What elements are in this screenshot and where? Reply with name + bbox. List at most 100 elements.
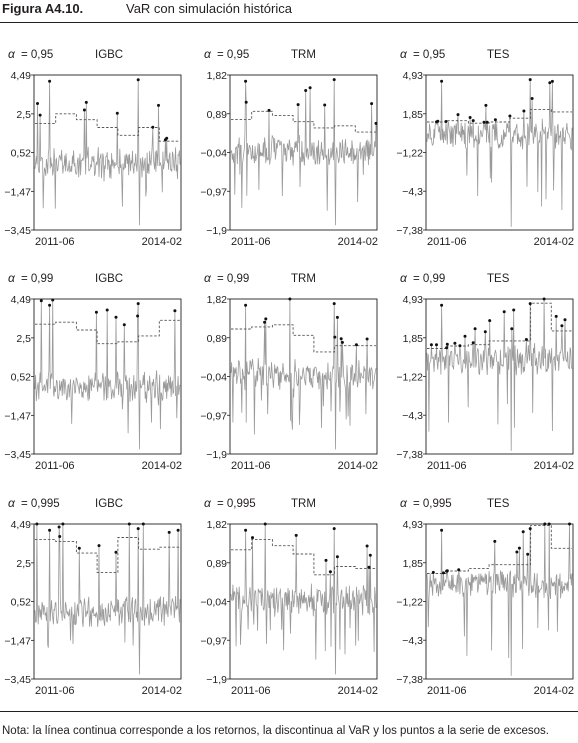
exceedance-point [440,79,444,83]
exceedance-point [547,522,551,526]
exceedance-point [508,114,512,118]
y-tick-label: −4,3 [402,186,423,198]
exceedance-point [515,550,519,554]
alpha-value: = 0,99 [21,273,53,285]
returns-line [426,298,573,451]
exceedance-point [332,78,336,82]
y-tick-label: −0,04 [200,597,227,609]
exceedance-point [296,103,300,107]
exceedance-point [463,334,467,338]
returns-line [230,79,377,226]
series-label: TRM [291,49,316,61]
x-tick-label: 2011-06 [35,236,75,248]
exceedance-point [324,558,328,562]
y-tick-label: −1,22 [396,147,423,159]
var-line [35,537,180,574]
exceedance-point [493,118,497,122]
var-line [231,110,376,133]
series-label: TES [487,273,510,285]
x-tick-label: 2011-06 [35,460,75,472]
exceedance-point [328,570,332,574]
alpha-symbol: α [400,47,408,61]
exceedance-point [136,314,140,318]
alpha-value: = 0,95 [217,49,249,61]
exceedance-point [429,343,433,347]
exceedance-point [333,335,337,339]
bottom-rule [0,711,578,712]
exceedance-point [48,79,52,83]
exceedance-point [136,78,140,82]
exceedance-point [115,111,119,115]
exceedance-point [141,522,145,526]
exceedance-point [483,330,487,334]
panel-4: α = 0,99 IGBC 4,49 2,5 0,52 −1,47 −3,45 2011-06 2… [4,271,182,472]
x-tick-label: 2014-02 [534,460,574,472]
x-tick-label: 2014-02 [338,236,378,248]
exceedance-point [457,568,461,572]
y-tick-label: −4,3 [402,635,423,647]
exceedance-point [48,303,52,307]
y-tick-label: 4,93 [403,294,424,306]
exceedance-point [444,120,448,123]
alpha-symbol: α [8,47,16,61]
y-tick-label: −1,9 [206,674,227,686]
y-tick-label: 2,5 [16,333,31,345]
panel-5: α = 0,99 TRM 1,82 0,89 −0,04 −0,97 −1,9 2011-06 2… [200,271,378,472]
exceedance-point [58,535,62,538]
y-tick-label: 2,5 [16,558,31,570]
exceedance-point [522,109,526,113]
exceedance-point [560,324,564,328]
exceedance-point [39,299,43,303]
y-tick-label: 1,82 [207,519,228,531]
exceedance-point [435,343,438,347]
x-tick-label: 2014-02 [142,685,182,697]
x-tick-label: 2011-06 [35,685,75,697]
exceedance-point [484,103,488,107]
alpha-value: = 0,95 [21,49,53,61]
y-tick-label: −0,04 [200,372,227,384]
exceedance-point [36,102,39,105]
alpha-symbol: α [400,496,408,510]
exceedance-point [526,552,530,556]
y-tick-label: 0,89 [207,558,228,570]
y-tick-label: −0,04 [200,148,227,160]
y-tick-label: −1,22 [396,371,423,383]
alpha-value: = 0,995 [217,498,256,510]
exceedance-point [548,81,552,85]
x-tick-label: 2011-06 [231,236,271,248]
exceedance-point [51,298,55,302]
exceedance-point [365,337,369,341]
exceedance-point [127,522,131,526]
panel-6: α = 0,99 TES 4,93 1,85 −1,22 −4,3 −7,38 2011-06 2… [396,271,574,472]
panel-2: α = 0,95 TRM 1,82 0,89 −0,04 −0,97 −1,9 2011-06 2… [200,47,378,248]
exceedance-point [456,113,460,117]
y-tick-label: −1,22 [396,596,423,608]
exceedance-point [82,108,86,112]
exceedance-point [488,319,492,323]
exceedance-point [502,310,506,314]
exceedance-point [97,544,101,548]
exceedance-point [244,528,248,532]
x-tick-label: 2011-06 [427,460,467,472]
exceedance-point [136,527,140,531]
exceedance-point [263,522,267,526]
y-tick-label: −3,45 [4,225,31,237]
y-tick-label: −3,45 [4,674,31,686]
exceedance-point [485,120,489,124]
var-line [231,324,376,353]
figure-note: Nota: la línea continua corresponde a lo… [2,725,549,737]
exceedance-point [445,342,449,346]
exceedance-point [436,119,440,123]
x-tick-label: 2014-02 [338,685,378,697]
exceedance-point [517,546,521,550]
exceedance-point [157,103,160,107]
alpha-value: = 0,99 [413,273,445,285]
exceedance-point [528,527,532,531]
y-tick-label: −7,38 [396,674,423,686]
exceedance-point [335,555,339,559]
exceedance-point [61,522,65,526]
y-tick-label: −1,47 [4,635,31,647]
panel-7: α = 0,995 IGBC 4,49 2,5 0,52 −1,47 −3,45 2011-06… [4,496,182,697]
y-tick-label: −3,45 [4,449,31,461]
y-tick-label: −1,47 [4,186,31,198]
